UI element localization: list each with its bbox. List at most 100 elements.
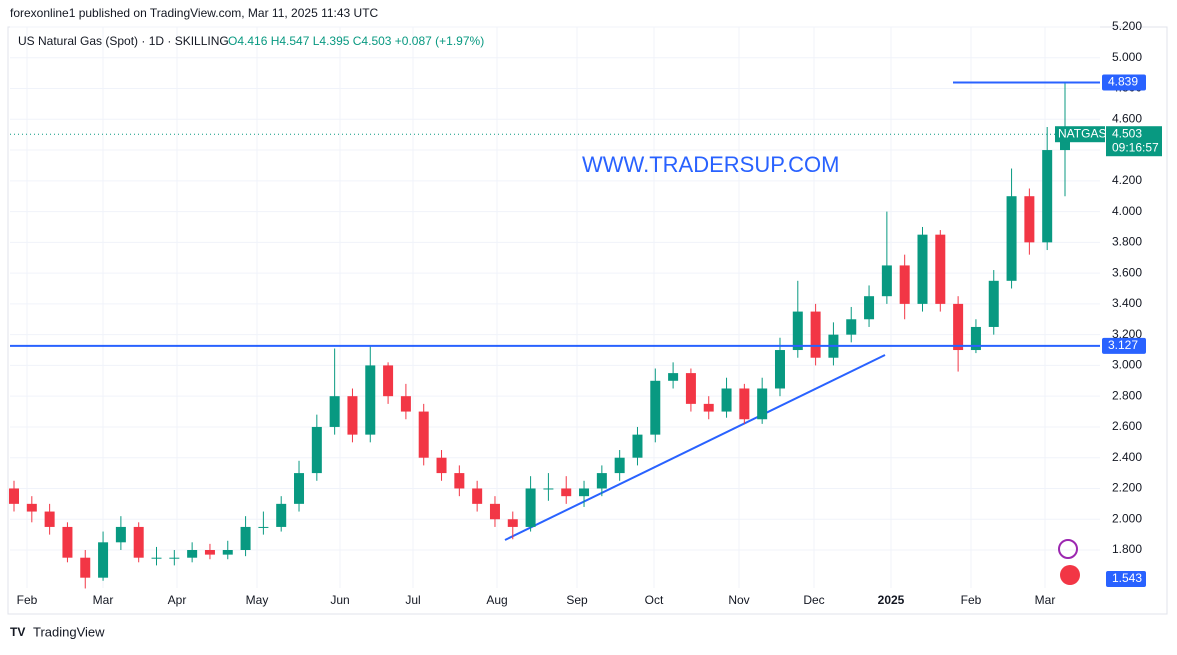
candle-body [1006,196,1017,281]
last-price-box [1106,126,1162,157]
ohlc: O4.416 H4.547 L4.395 C4.503 +0.087 (+1.9… [228,34,484,48]
candle-body [668,373,679,381]
candle-body [44,511,55,527]
x-tick-label: Feb [961,593,982,607]
candle-body [98,542,109,578]
candle-body [632,434,643,458]
candle-body [418,411,429,458]
candle-body [864,296,875,320]
candle-body [703,403,714,412]
x-tick-label: May [246,593,269,607]
candle-body [472,488,483,504]
y-tick-label: 5.000 [1112,50,1142,64]
symbol-label: NATGAS [1058,126,1106,140]
candle-body [489,503,500,520]
symbol-box [1055,126,1105,143]
y-tick-label: 4.600 [1112,111,1142,125]
candle-body [222,550,233,555]
candle-body [579,488,590,497]
candle-body [685,373,696,404]
candle-body [561,488,572,497]
logo: TV [10,625,25,639]
trendline [504,354,886,541]
candle-body [721,388,732,412]
candle-body [614,457,625,474]
indicator-box [1106,571,1146,587]
y-tick-label: 2.200 [1112,481,1142,495]
candle-body [240,526,251,551]
price-label: 3.127 [1108,338,1138,352]
y-tick-label: 4.200 [1112,173,1142,187]
price-label-box [1102,74,1146,91]
x-tick-label: Dec [803,593,824,607]
candle-body [26,503,37,512]
candle-body [1024,196,1035,243]
y-tick-label: 3.000 [1112,358,1142,372]
candle-body [294,473,305,504]
candle-body [917,234,928,304]
y-tick-label: 1.800 [1112,542,1142,556]
brand: TradingView [33,624,105,639]
candle-body [899,265,910,304]
price-label-box [1102,337,1146,354]
candle-body [436,457,447,474]
candle-body [507,519,518,527]
x-tick-label: Oct [645,593,664,607]
candle-body [596,473,607,489]
candle-body [383,365,394,397]
countdown: 09:16:57 [1112,140,1159,154]
price-label: 4.839 [1108,75,1138,89]
candle-body [881,265,892,297]
candle-body [258,526,269,528]
candle-body [204,550,215,555]
x-tick-label: Sep [566,593,588,607]
symbol: US Natural Gas (Spot) · 1D · SKILLING [18,34,229,48]
x-tick-label: Mar [93,593,114,607]
candle-body [792,311,803,351]
candle-body [400,396,411,412]
x-tick-label: Apr [168,593,187,607]
y-tick-label: 4.000 [1112,204,1142,218]
candle-body [151,557,162,559]
y-tick-label: 3.200 [1112,327,1142,341]
candle-body [935,234,946,304]
y-tick-label: 2.600 [1112,419,1142,433]
candle-body [525,488,536,527]
candle-body [970,326,981,351]
candle-body [62,526,73,558]
x-tick-label: Feb [17,593,38,607]
y-tick-label: 2.000 [1112,511,1142,525]
candle-body [311,426,322,474]
candle-body [774,350,785,389]
last-price: 4.503 [1112,126,1142,140]
icon [1060,565,1080,585]
candle-body [543,488,554,490]
x-tick-label: Aug [486,593,507,607]
candle-body [988,280,999,327]
candle-body [739,388,750,420]
y-tick-label: 3.400 [1112,296,1142,310]
candle-body [329,396,340,427]
x-tick-label: 2025 [878,593,905,607]
icon [1058,539,1078,559]
watermark: WWW.TRADERSUP.COM [582,152,839,177]
candle-body [115,526,126,543]
y-tick-label: 2.800 [1112,388,1142,402]
candle-body [276,503,287,527]
x-tick-label: Mar [1035,593,1056,607]
x-tick-label: Jun [330,593,349,607]
candle-body [169,557,180,559]
x-tick-label: Jul [405,593,420,607]
candle-body [133,526,144,558]
indicator-label: 1.543 [1112,571,1142,585]
candle-body [757,388,768,420]
y-tick-label: 3.600 [1112,265,1142,279]
candle-body [846,319,857,335]
y-tick-label: 5.200 [1112,19,1142,33]
candle-body [650,380,661,435]
candle-body [187,550,198,558]
candle-body [953,303,964,351]
candle-body [9,488,19,504]
publisher: forexonline1 published on TradingView.co… [10,6,379,20]
y-tick-label: 2.400 [1112,450,1142,464]
